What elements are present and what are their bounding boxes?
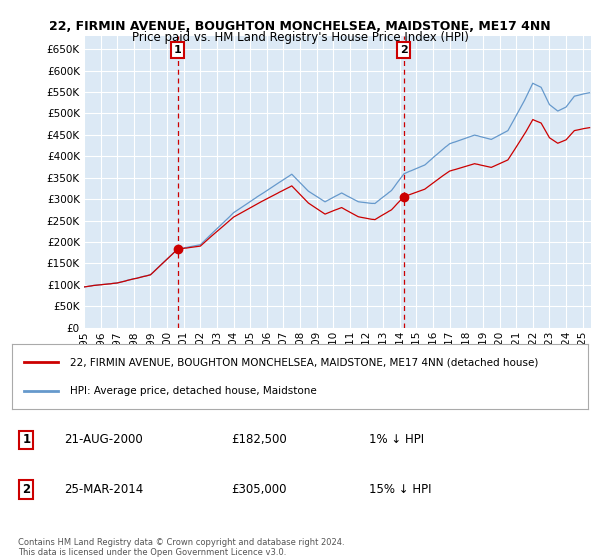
Text: HPI: Average price, detached house, Maidstone: HPI: Average price, detached house, Maid…: [70, 386, 316, 396]
Text: 1% ↓ HPI: 1% ↓ HPI: [369, 433, 424, 446]
Text: 1: 1: [22, 433, 31, 446]
Text: 1: 1: [174, 45, 182, 55]
Text: 22, FIRMIN AVENUE, BOUGHTON MONCHELSEA, MAIDSTONE, ME17 4NN (detached house): 22, FIRMIN AVENUE, BOUGHTON MONCHELSEA, …: [70, 357, 538, 367]
Text: 25-MAR-2014: 25-MAR-2014: [64, 483, 143, 496]
Text: 22, FIRMIN AVENUE, BOUGHTON MONCHELSEA, MAIDSTONE, ME17 4NN: 22, FIRMIN AVENUE, BOUGHTON MONCHELSEA, …: [49, 20, 551, 32]
Text: £182,500: £182,500: [231, 433, 287, 446]
Text: Price paid vs. HM Land Registry's House Price Index (HPI): Price paid vs. HM Land Registry's House …: [131, 31, 469, 44]
Text: 15% ↓ HPI: 15% ↓ HPI: [369, 483, 431, 496]
Text: 2: 2: [400, 45, 407, 55]
Text: £305,000: £305,000: [231, 483, 286, 496]
Text: 21-AUG-2000: 21-AUG-2000: [64, 433, 143, 446]
Text: 2: 2: [22, 483, 31, 496]
Text: Contains HM Land Registry data © Crown copyright and database right 2024.
This d: Contains HM Land Registry data © Crown c…: [18, 538, 344, 557]
